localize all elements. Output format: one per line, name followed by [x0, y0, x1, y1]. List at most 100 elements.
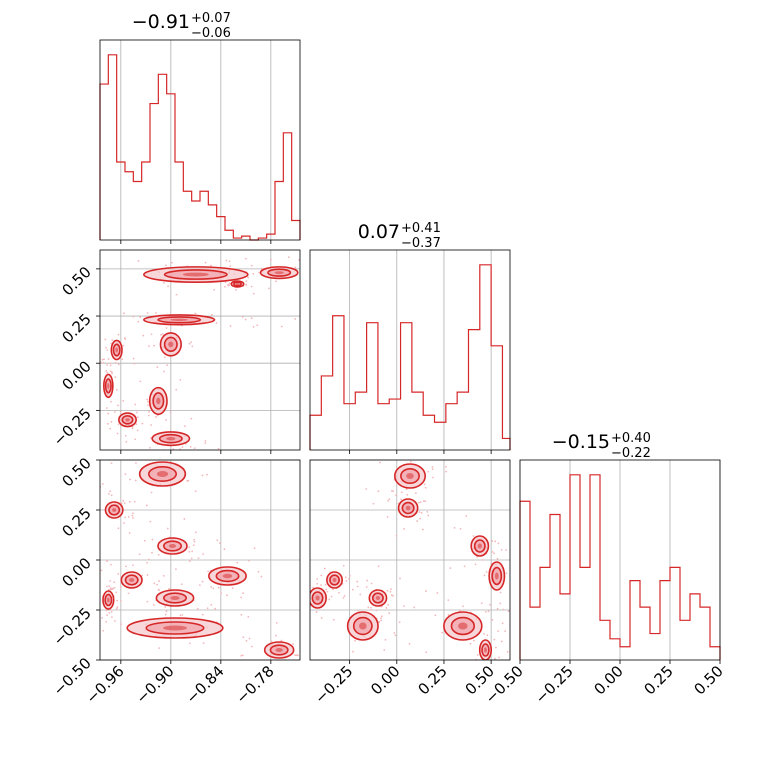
- sample-point: [380, 617, 382, 620]
- sample-point: [133, 362, 136, 365]
- sample-point: [217, 586, 220, 589]
- sample-point: [342, 596, 345, 599]
- sample-point: [191, 550, 194, 553]
- histogram-bar: [200, 191, 208, 240]
- sample-point: [158, 589, 161, 592]
- sample-point: [388, 612, 391, 614]
- sample-point: [146, 398, 149, 401]
- sample-point: [436, 592, 439, 594]
- sample-point: [106, 364, 109, 366]
- sample-point: [301, 274, 303, 276]
- sample-point: [338, 591, 340, 594]
- sample-point: [274, 280, 277, 283]
- sample-point: [102, 361, 105, 364]
- sample-point: [109, 364, 112, 367]
- sample-point: [111, 616, 113, 619]
- histogram-bar: [480, 265, 491, 450]
- sample-point: [169, 411, 172, 414]
- sample-point: [296, 673, 298, 675]
- sample-point: [110, 610, 113, 613]
- sample-point: [332, 618, 335, 621]
- histogram-bar: [560, 594, 570, 660]
- sample-point: [420, 511, 423, 514]
- sample-point: [417, 501, 420, 504]
- sample-point: [109, 427, 112, 430]
- contour-core: [156, 397, 161, 405]
- sample-point: [301, 624, 303, 626]
- sample-point: [137, 320, 140, 323]
- sample-point: [163, 370, 165, 373]
- sample-point: [136, 455, 138, 457]
- sample-point: [483, 574, 486, 577]
- histogram-bar: [630, 581, 640, 660]
- sample-point: [447, 613, 450, 616]
- sample-point: [135, 423, 138, 426]
- sample-point: [359, 593, 362, 596]
- sample-point: [248, 559, 250, 562]
- sample-point: [325, 588, 328, 591]
- sample-point: [224, 281, 227, 284]
- sample-point: [502, 608, 505, 611]
- sample-point: [131, 427, 134, 430]
- sample-point: [493, 552, 496, 555]
- sample-point: [175, 293, 178, 296]
- sample-point: [372, 502, 375, 505]
- panel-title-upper: +0.41: [401, 221, 441, 236]
- sample-point: [408, 642, 411, 645]
- panel-title-value: −0.91: [132, 11, 190, 33]
- sample-point: [497, 630, 500, 633]
- x-tick-label: −0.90: [132, 662, 177, 707]
- x-tick-label: 0.00: [590, 662, 626, 698]
- sample-point: [226, 594, 228, 597]
- histogram-bar: [217, 217, 225, 240]
- sample-point: [431, 466, 434, 468]
- sample-point: [188, 560, 191, 563]
- sample-point: [120, 623, 123, 625]
- sample-point: [351, 588, 354, 591]
- contour-core: [359, 622, 367, 630]
- sample-point: [202, 642, 205, 645]
- sample-point: [424, 500, 427, 503]
- sample-point: [357, 609, 359, 612]
- sample-point: [453, 526, 456, 529]
- histogram-line: [309, 264, 511, 450]
- sample-point: [201, 580, 204, 583]
- sample-point: [314, 275, 316, 277]
- sample-point: [424, 486, 427, 489]
- sample-point: [142, 334, 145, 337]
- sample-point: [150, 333, 153, 336]
- sample-point: [139, 316, 142, 319]
- sample-point: [301, 266, 303, 268]
- histogram-bar: [389, 399, 400, 450]
- sample-point: [316, 578, 318, 580]
- contour-core: [477, 543, 482, 549]
- sample-point: [326, 590, 329, 593]
- sample-point: [132, 357, 135, 360]
- sample-point: [400, 498, 402, 501]
- sample-point: [141, 422, 144, 425]
- sample-point: [432, 476, 434, 479]
- sample-point: [109, 587, 112, 590]
- panel-title-value: −0.15: [552, 431, 610, 453]
- sample-point: [366, 579, 369, 582]
- sample-point: [246, 664, 248, 666]
- sample-point: [155, 312, 157, 314]
- sample-point: [308, 597, 310, 599]
- sample-point: [354, 639, 356, 642]
- sample-point: [161, 453, 163, 455]
- sample-point: [213, 288, 216, 291]
- sample-point: [162, 574, 165, 577]
- contour-core: [332, 578, 337, 582]
- sample-point: [320, 584, 323, 587]
- sample-point: [23, 625, 25, 627]
- sample-point: [303, 603, 305, 605]
- sample-point: [109, 370, 112, 373]
- sample-point: [386, 589, 389, 592]
- histogram-bar: [208, 205, 216, 240]
- histogram-line: [519, 474, 721, 660]
- sample-point: [325, 273, 327, 275]
- sample-point: [123, 502, 126, 505]
- contour-core: [170, 596, 180, 600]
- sample-point: [201, 474, 204, 477]
- histogram-bar: [344, 404, 355, 450]
